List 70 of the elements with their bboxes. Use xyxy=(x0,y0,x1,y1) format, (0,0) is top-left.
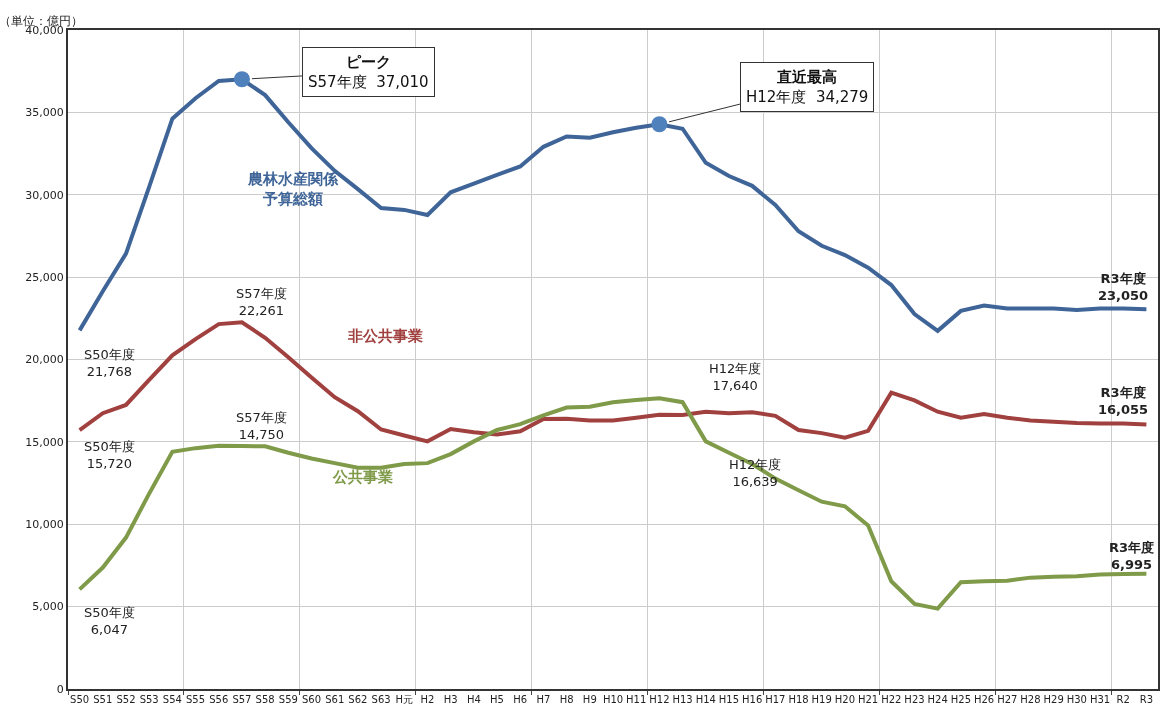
annotation: R3年度 16,055 xyxy=(1098,385,1149,417)
y-tick-label: 20,000 xyxy=(25,353,64,367)
x-tick-label: H18 xyxy=(788,694,809,705)
x-tick-label: H17 xyxy=(765,694,786,705)
x-tick-label: R3 xyxy=(1139,694,1154,705)
y-tick-label: 0 xyxy=(56,682,64,696)
x-tick-label: H31 xyxy=(1089,694,1111,705)
x-tick-label: H16 xyxy=(742,694,763,705)
x-tick-label: H3 xyxy=(443,694,458,705)
series-label: 公共事業 xyxy=(332,468,393,486)
x-tick-label: H30 xyxy=(1066,694,1087,705)
annotation: S50年度 6,047 xyxy=(84,605,135,637)
annotation: H12年度 17,640 xyxy=(709,361,762,393)
x-tick-label: S51 xyxy=(93,694,113,705)
series-label: 農林水産関係予算総額 xyxy=(247,170,339,208)
annotation: S50年度 21,768 xyxy=(84,347,135,379)
x-tick-label: H13 xyxy=(672,694,693,705)
x-tick-label: S52 xyxy=(116,694,136,705)
y-tick-label: 5,000 xyxy=(32,600,64,614)
x-tick-label: S50 xyxy=(70,694,90,705)
annotation: S50年度 15,720 xyxy=(84,439,135,471)
x-tick-label: S53 xyxy=(139,694,159,705)
x-tick-label: H4 xyxy=(466,694,481,705)
x-tick-label: S61 xyxy=(325,694,345,705)
x-tick-label: H23 xyxy=(904,694,925,705)
annotation: R3年度 6,995 xyxy=(1109,540,1155,572)
x-tick-label: H26 xyxy=(973,694,995,705)
x-tick-label: S54 xyxy=(162,694,182,705)
x-tick-label: S60 xyxy=(301,694,322,705)
x-tick-label: H21 xyxy=(857,694,879,705)
x-tick-label: H7 xyxy=(536,694,551,705)
x-tick-label: S62 xyxy=(348,694,368,705)
x-tick-label: H5 xyxy=(490,694,504,705)
y-tick-label: 25,000 xyxy=(25,270,64,284)
x-tick-label: H12 xyxy=(649,694,670,705)
x-tick-label: H10 xyxy=(602,694,624,705)
annotation: R3年度 23,050 xyxy=(1098,271,1149,303)
x-tick-label: H28 xyxy=(1020,694,1041,705)
x-tick-label: H29 xyxy=(1043,694,1064,705)
annotation: S57年度 14,750 xyxy=(236,410,287,442)
x-tick-label: H20 xyxy=(834,694,856,705)
x-tick-label: S55 xyxy=(186,694,206,705)
x-tick-label: H元 xyxy=(395,694,414,705)
x-tick-label: S56 xyxy=(209,694,229,705)
x-tick-label: H11 xyxy=(626,694,647,705)
annotation: H12年度 16,639 xyxy=(729,457,782,489)
x-tick-label: H27 xyxy=(997,694,1018,705)
x-tick-label: H15 xyxy=(718,694,740,705)
x-tick-label: H24 xyxy=(927,694,948,705)
x-tick-label: H22 xyxy=(881,694,902,705)
y-tick-label: 35,000 xyxy=(25,106,64,120)
x-tick-label: H6 xyxy=(513,694,528,705)
x-tick-label: H19 xyxy=(811,694,832,705)
y-tick-label: 30,000 xyxy=(25,188,64,202)
y-tick-label: 15,000 xyxy=(25,435,64,449)
annotation: ピーク S57年度 37,010 xyxy=(308,53,429,91)
x-tick-label: S59 xyxy=(278,694,298,705)
x-tick-label: R2 xyxy=(1116,694,1130,705)
x-tick-label: H2 xyxy=(420,694,435,705)
x-tick-label: S58 xyxy=(255,694,275,705)
x-tick-label: H14 xyxy=(695,694,716,705)
x-tick-label: S57 xyxy=(232,694,252,705)
x-tick-label: H25 xyxy=(950,694,971,705)
annotation: S57年度 22,261 xyxy=(236,286,287,318)
x-tick-label: S63 xyxy=(371,694,391,705)
text: 非公共事業 xyxy=(347,327,423,345)
x-tick-label: H9 xyxy=(582,694,597,705)
annotation: 直近最高 H12年度 34,279 xyxy=(746,68,869,106)
x-tick-label: H8 xyxy=(559,694,574,705)
y-tick-label: 10,000 xyxy=(25,518,64,532)
